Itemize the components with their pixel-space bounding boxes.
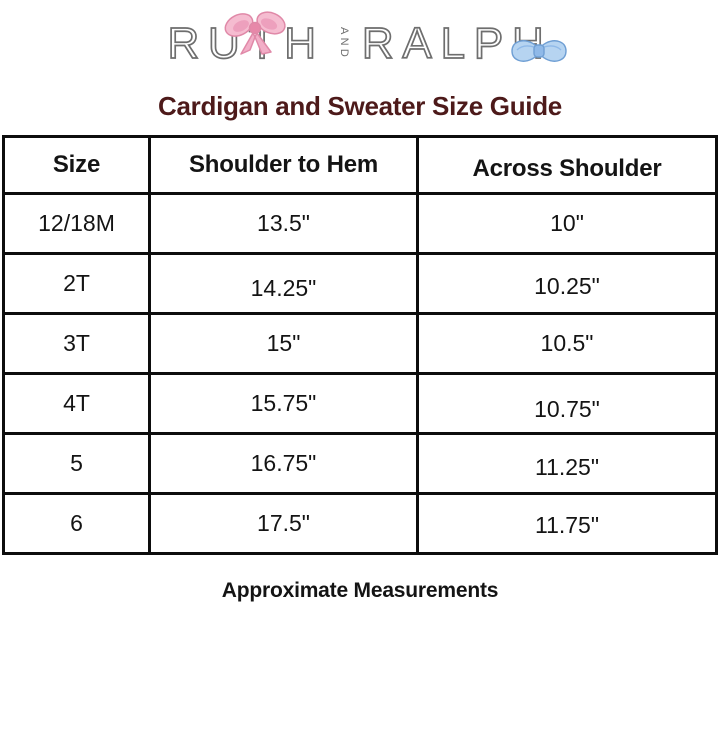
table-body: 12/18M 13.5" 10" 2T 14.25" 10.25" 3T 15"… [2,192,718,555]
header-row: Size Shoulder to Hem Across Shoulder [2,135,718,195]
cell-across-shoulder: 10.5" [416,312,718,375]
cell-size: 6 [2,492,151,555]
table-row: 5 16.75" 11.25" [2,432,718,495]
column-header-shoulder-to-hem: Shoulder to Hem [148,135,419,195]
table-row: 4T 15.75" 10.75" [2,372,718,435]
logo-word-and: AND [337,27,350,61]
cell-shoulder-to-hem: 15" [148,312,419,375]
cell-size: 2T [2,252,151,315]
cell-across-shoulder: 11.75" [416,492,718,555]
brand-logo: RUTH AND RALPH [167,11,567,72]
table-header: Size Shoulder to Hem Across Shoulder [2,135,718,195]
logo-word-ralph: RALPH [361,19,553,68]
table-row: 6 17.5" 11.75" [2,492,718,555]
approximate-measurements-note: Approximate Measurements [221,579,499,602]
column-header-across-shoulder: Across Shoulder [416,135,718,195]
logo-word-ruth: RUTH [167,19,325,68]
cell-size: 3T [2,312,151,375]
cell-shoulder-to-hem: 16.75" [148,432,419,495]
table-row: 12/18M 13.5" 10" [2,192,718,255]
cell-across-shoulder: 10" [416,192,718,255]
table-row: 2T 14.25" 10.25" [2,252,718,315]
cell-across-shoulder: 10.75" [416,372,718,435]
cell-shoulder-to-hem: 15.75" [148,372,419,435]
cell-shoulder-to-hem: 14.25" [148,252,419,315]
cell-across-shoulder: 11.25" [416,432,718,495]
cell-shoulder-to-hem: 17.5" [148,492,419,555]
table-row: 3T 15" 10.5" [2,312,718,375]
cell-size: 4T [2,372,151,435]
cell-across-shoulder: 10.25" [416,252,718,315]
cell-shoulder-to-hem: 13.5" [148,192,419,255]
cell-size: 12/18M [2,192,151,255]
cell-size: 5 [2,432,151,495]
column-header-size: Size [2,135,151,195]
page-title: Cardigan and Sweater Size Guide [158,91,562,121]
size-guide-table: Size Shoulder to Hem Across Shoulder 12/… [2,135,718,555]
